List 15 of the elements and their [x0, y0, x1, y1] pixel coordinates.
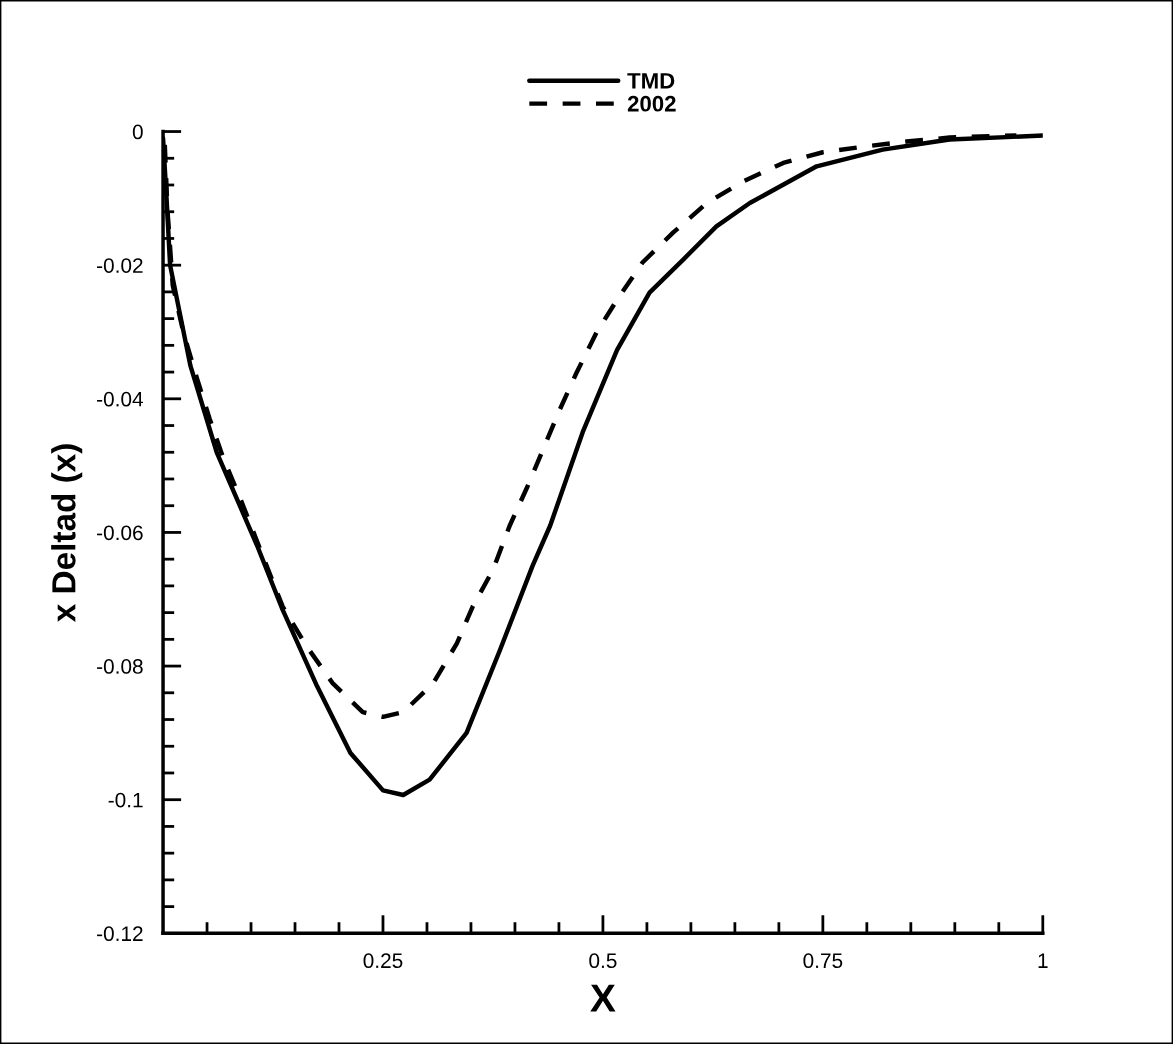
y-tick-label: 0: [132, 124, 143, 140]
y-tick-label: -0.04: [97, 391, 143, 407]
x-tick-label: 0.75: [803, 953, 843, 969]
y-axis-title: x Deltad (x): [51, 444, 83, 623]
y-tick-label: -0.08: [97, 659, 143, 674]
x-axis-title: X: [590, 984, 616, 1012]
y-tick-label: -0.12: [97, 926, 143, 942]
legend-label: 2002: [627, 95, 676, 112]
x-tick-label: 0.25: [363, 953, 403, 969]
y-tick-label: -0.1: [108, 792, 143, 808]
x-tick-label: 1: [1038, 953, 1048, 968]
x-tick-label: 0.5: [589, 953, 617, 969]
y-tick-label: -0.02: [97, 258, 143, 273]
legend-label: TMD: [627, 73, 675, 89]
y-tick-label: -0.06: [97, 525, 143, 541]
